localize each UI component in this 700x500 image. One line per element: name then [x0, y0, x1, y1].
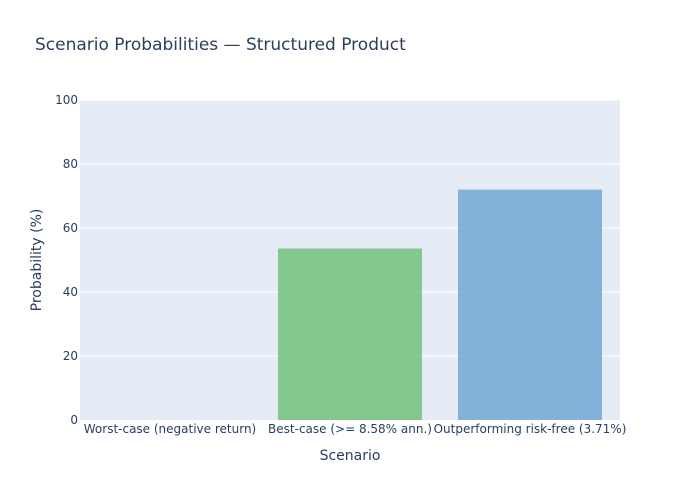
x-axis-title: Scenario — [320, 448, 381, 464]
y-tick-label: 0 — [70, 413, 78, 427]
bars — [278, 189, 602, 420]
bar — [278, 248, 422, 420]
y-axis-ticks: 0 20 40 60 80 100 — [55, 93, 78, 427]
x-tick-label: Worst-case (negative return) — [84, 422, 256, 436]
y-axis-title: Probability (%) — [29, 209, 45, 312]
bar — [458, 189, 602, 420]
x-axis-ticks: Worst-case (negative return) Best-case (>… — [84, 422, 627, 436]
y-tick-label: 100 — [55, 93, 78, 107]
x-tick-label: Best-case (>= 8.58% ann.) — [268, 422, 432, 436]
y-tick-label: 20 — [63, 349, 78, 363]
y-tick-label: 80 — [63, 157, 78, 171]
y-tick-label: 60 — [63, 221, 78, 235]
x-tick-label: Outperforming risk-free (3.71%) — [434, 422, 627, 436]
y-tick-label: 40 — [63, 285, 78, 299]
chart-title: Scenario Probabilities — Structured Prod… — [35, 35, 406, 55]
